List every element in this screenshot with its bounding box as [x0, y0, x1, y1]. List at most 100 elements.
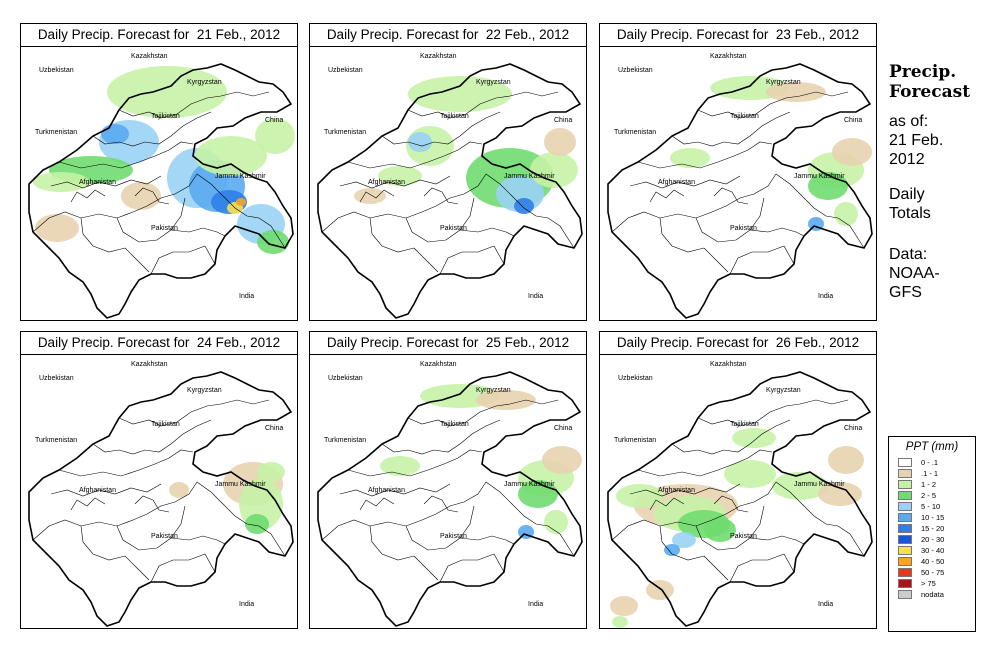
region-label: Kyrgyzstan — [187, 387, 222, 394]
country-outline — [28, 371, 294, 627]
precip-field — [610, 428, 864, 628]
region-label: India — [528, 601, 543, 608]
forecast-panel-1: Daily Precip. Forecast for 21 Feb., 2012… — [20, 23, 298, 321]
province-border — [671, 419, 791, 455]
province-border — [92, 419, 212, 455]
precip-area — [378, 166, 422, 186]
province-border — [713, 495, 749, 513]
legend-swatch — [898, 458, 912, 467]
panel-title: Daily Precip. Forecast for 23 Feb., 2012 — [600, 24, 876, 47]
legend-label: 2 - 5 — [921, 491, 937, 500]
region-label: Afghanistan — [658, 487, 695, 494]
province-border — [32, 173, 198, 233]
region-label: Pakistan — [151, 225, 178, 232]
precip-area — [832, 138, 872, 166]
region-label: Kyrgyzstan — [476, 79, 511, 86]
legend-label: 40 - 50 — [921, 557, 945, 566]
region-label: Turkmenistan — [614, 437, 656, 444]
region-label: Kazakhstan — [710, 361, 747, 368]
precip-area — [818, 482, 862, 506]
province-border — [32, 481, 198, 541]
precip-area — [101, 124, 129, 144]
region-label: Jammu Kashmir — [794, 173, 845, 180]
region-label: Tajikistan — [730, 421, 759, 428]
legend-swatch — [898, 502, 912, 511]
precip-map: Kazakhstan Uzbekistan Kyrgyzstan Tajikistan… — [28, 53, 295, 319]
forecast-panel-4: Daily Precip. Forecast for 24 Feb., 2012… — [20, 331, 298, 629]
province-border — [695, 505, 765, 551]
precip-area — [610, 596, 638, 616]
precip-area — [35, 214, 79, 242]
precip-area — [169, 482, 189, 498]
country-outline — [607, 371, 873, 627]
province-border — [485, 173, 575, 249]
precip-area — [670, 148, 710, 168]
legend-label: 20 - 30 — [921, 535, 945, 544]
precip-area — [672, 532, 696, 548]
legend-label: 50 - 75 — [921, 568, 945, 577]
precip-area — [33, 172, 89, 192]
region-label: Pakistan — [440, 225, 467, 232]
province-border — [749, 535, 805, 545]
forecast-panel-3: Daily Precip. Forecast for 23 Feb., 2012… — [599, 23, 877, 321]
province-border — [729, 553, 795, 583]
province-border — [196, 173, 286, 249]
legend-row: 10 - 15 — [898, 512, 975, 523]
province-border — [407, 399, 559, 427]
legend-row: 20 - 30 — [898, 534, 975, 545]
precip-area — [255, 118, 295, 154]
region-label: Kazakhstan — [420, 53, 457, 60]
precip-map: Kazakhstan Uzbekistan Kyrgyzstan Tajikistan… — [607, 361, 873, 628]
province-border — [413, 555, 439, 581]
province-border — [58, 141, 194, 169]
legend-label: 15 - 20 — [921, 524, 945, 533]
precip-field — [169, 462, 285, 534]
precip-area — [107, 66, 227, 118]
province-border — [134, 187, 170, 205]
country-outline — [607, 63, 873, 319]
province-border — [339, 175, 451, 189]
precip-area — [236, 198, 246, 206]
precip-area — [834, 202, 858, 226]
province-border — [80, 525, 126, 561]
region-label: India — [239, 293, 254, 300]
region-label: China — [554, 117, 572, 124]
province-border — [729, 245, 795, 275]
data-line: GFS — [889, 284, 922, 301]
province-border — [381, 111, 501, 147]
region-label: India — [239, 601, 254, 608]
province-border — [405, 197, 475, 243]
region-label: Uzbekistan — [39, 375, 74, 382]
province-border — [775, 481, 865, 557]
region-label: India — [818, 293, 833, 300]
province-border — [347, 141, 483, 169]
precip-field — [670, 76, 872, 231]
country-outline — [317, 371, 583, 627]
province-border — [611, 173, 777, 233]
province-border — [116, 197, 186, 243]
region-label: Kazakhstan — [420, 361, 457, 368]
region-label: Turkmenistan — [614, 129, 656, 136]
province-border — [369, 525, 415, 561]
province-border — [697, 91, 849, 119]
region-label: China — [265, 425, 283, 432]
legend-swatch — [898, 535, 912, 544]
as-of-line: 2012 — [889, 151, 925, 168]
precip-area — [408, 132, 432, 152]
province-border — [713, 187, 749, 205]
region-label: Kazakhstan — [131, 361, 168, 368]
region-label: Turkmenistan — [35, 129, 77, 136]
data-line: Data: — [889, 246, 928, 263]
forecast-panel-6: Daily Precip. Forecast for 26 Feb., 2012… — [599, 331, 877, 629]
legend-label: nodata — [921, 590, 944, 599]
precip-area — [772, 472, 828, 500]
region-label: Tajikistan — [151, 113, 180, 120]
province-border — [405, 505, 475, 551]
region-label: Afghanistan — [368, 179, 405, 186]
province-border — [70, 189, 106, 203]
legend-row: 2 - 5 — [898, 490, 975, 501]
region-label: Kyrgyzstan — [187, 79, 222, 86]
region-label: Turkmenistan — [324, 437, 366, 444]
data-source-block: Data: NOAA- GFS — [889, 245, 940, 302]
panel-title: Daily Precip. Forecast for 25 Feb., 2012 — [310, 332, 586, 355]
